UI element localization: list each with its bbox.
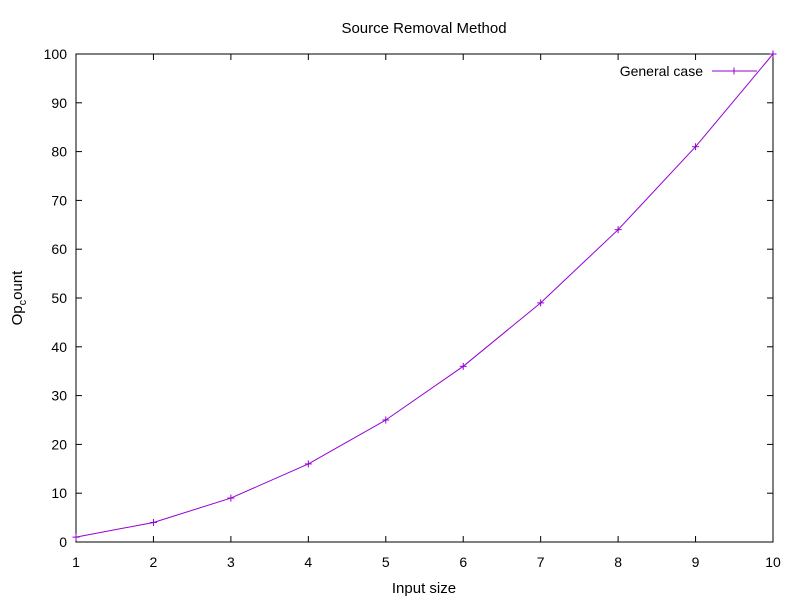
data-point: [614, 226, 622, 234]
data-point: [382, 416, 390, 424]
data-point: [304, 460, 312, 468]
data-point: [769, 50, 777, 58]
data-point: [227, 494, 235, 502]
legend: General case: [620, 63, 757, 79]
legend-marker: [730, 67, 738, 75]
legend-label: General case: [620, 63, 703, 79]
y-tick-label: 90: [51, 95, 67, 111]
x-axis-label: Input size: [392, 580, 456, 597]
x-tick-label: 10: [765, 554, 781, 570]
y-tick-label: 60: [51, 241, 67, 257]
x-tick-label: 2: [150, 554, 158, 570]
x-tick-label: 6: [459, 554, 467, 570]
y-tick-label: 70: [51, 192, 67, 208]
y-tick-label: 10: [51, 485, 67, 501]
y-tick-label: 30: [51, 388, 67, 404]
chart-title: Source Removal Method: [341, 20, 506, 37]
y-tick-label: 100: [44, 46, 68, 62]
x-tick-label: 9: [692, 554, 700, 570]
series-line: [75, 53, 774, 538]
y-tick-label: 50: [51, 290, 67, 306]
x-tick-label: 7: [537, 554, 545, 570]
y-axis-label: Opcount: [9, 270, 29, 326]
y-tick-label: 80: [51, 144, 67, 160]
plot-frame: [75, 53, 774, 543]
data-point: [692, 143, 700, 151]
series-layer: [72, 50, 777, 541]
x-tick-label: 8: [614, 554, 622, 570]
y-tick-label: 20: [51, 436, 67, 452]
data-point: [149, 518, 157, 526]
y-tick-label: 0: [59, 534, 67, 550]
data-point: [537, 299, 545, 307]
x-tick-label: 3: [227, 554, 235, 570]
x-tick-label: 4: [304, 554, 312, 570]
x-tick-label: 5: [382, 554, 390, 570]
data-point: [459, 362, 467, 370]
data-point: [72, 533, 80, 541]
x-tick-label: 1: [72, 554, 80, 570]
y-tick-label: 40: [51, 339, 67, 355]
